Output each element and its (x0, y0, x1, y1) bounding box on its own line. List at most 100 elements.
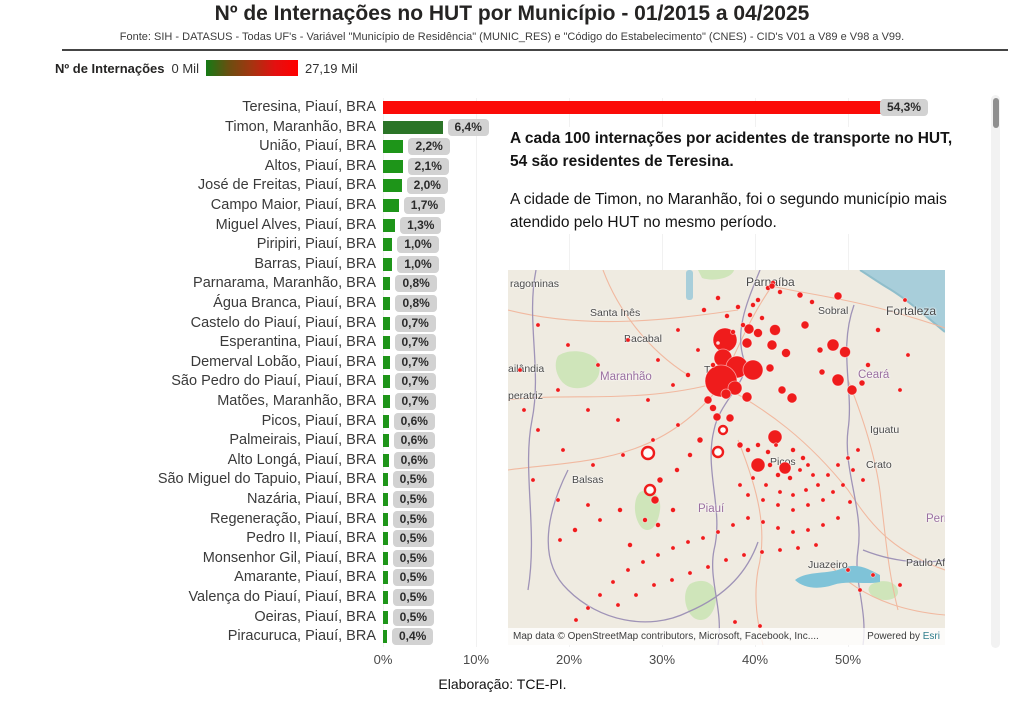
header-divider (62, 49, 1008, 51)
bar[interactable] (383, 238, 393, 252)
esri-link[interactable]: Esri (922, 631, 940, 642)
category-label: Nazária, Piauí, BRA (247, 491, 376, 507)
bar[interactable] (383, 159, 403, 173)
category-label: Teresina, Piauí, BRA (242, 99, 376, 115)
bar[interactable] (383, 551, 388, 565)
bar[interactable] (383, 179, 402, 193)
bar[interactable] (383, 375, 390, 389)
map-city-label: Fortaleza (886, 304, 937, 318)
map-city-label: Iguatu (870, 424, 900, 436)
bar[interactable] (383, 610, 388, 624)
map-state-label: Piauí (698, 503, 725, 515)
bar[interactable] (383, 101, 888, 114)
value-label: 0,5% (392, 491, 434, 508)
attribution-text: Map data © OpenStreetMap contributors, M… (513, 631, 819, 642)
bar-row: São Miguel do Tapuio, Piauí, BRA 0,5% (0, 470, 992, 490)
bar[interactable] (383, 355, 390, 369)
bar-row: Palmeirais, Piauí, BRA 0,6% (0, 431, 992, 451)
bar[interactable] (383, 493, 388, 506)
bar[interactable] (383, 120, 443, 134)
bar[interactable] (383, 453, 389, 467)
x-axis-tick: 30% (648, 652, 676, 667)
value-label: 0,6% (393, 432, 435, 450)
map-city-label: Juazeiro (808, 559, 848, 571)
map-city-label: Crato (866, 459, 892, 471)
category-label: Alto Longá, Piauí, BRA (227, 451, 376, 468)
bar-row: Piracuruca, Piauí, BRA 0,4% (0, 627, 992, 647)
bar-row: Esperantina, Piauí, BRA 0,7% (0, 333, 992, 353)
value-label: 0,5% (392, 589, 434, 606)
page-title: Nº de Internações no HUT por Município -… (214, 2, 810, 25)
value-label: 2,1% (407, 157, 449, 175)
bar[interactable] (383, 630, 387, 644)
x-axis-tick: 50% (834, 652, 862, 667)
scrollbar-thumb[interactable] (992, 98, 999, 128)
map-city-label: Picos (770, 456, 796, 468)
value-label: 0,5% (392, 510, 434, 528)
x-axis-tick: 20% (555, 652, 583, 667)
category-label: Timon, Maranhão, BRA (225, 118, 376, 135)
value-label: 0,7% (394, 373, 436, 391)
bubble-map[interactable]: ragominas Santa Inês Bacabal ailândia peratr… (508, 270, 945, 645)
bar[interactable] (383, 218, 396, 232)
vertical-scrollbar[interactable] (991, 95, 1000, 648)
bar[interactable] (383, 199, 399, 212)
value-label: 2,0% (406, 177, 448, 195)
value-label: 0,6% (393, 412, 435, 430)
value-label: 1,0% (397, 236, 439, 254)
bar[interactable] (383, 277, 391, 291)
category-label: São Pedro do Piauí, Piauí, BRA (171, 373, 376, 390)
map-city-label: T (704, 364, 711, 376)
category-label: Regeneração, Piauí, BRA (209, 510, 376, 527)
bar-row: Timon, Maranhão, BRA 6,4% (0, 118, 992, 138)
category-label: Piripiri, Piauí, BRA (256, 236, 376, 253)
bar[interactable] (383, 336, 390, 350)
bar[interactable] (383, 257, 393, 271)
bar[interactable] (383, 414, 389, 428)
map-city-label: ragominas (510, 278, 560, 290)
value-label: 0,7% (394, 334, 436, 352)
value-label: 0,7% (394, 353, 436, 371)
bar-chart: Teresina, Piauí, BRA 54,3% Timon, Maranhão… (0, 98, 992, 648)
category-label: Castelo do Piauí, Piauí, BRA (190, 314, 376, 331)
category-label: São Miguel do Tapuio, Piauí, BRA (157, 471, 376, 488)
bar[interactable] (383, 395, 390, 408)
category-label: Palmeirais, Piauí, BRA (229, 432, 376, 449)
bar[interactable] (383, 532, 388, 546)
legend-max-value: 27,19 Mil (304, 60, 358, 76)
bar[interactable] (383, 512, 388, 526)
value-label: 0,7% (394, 314, 436, 332)
bar-row: São Pedro do Piauí, Piauí, BRA 0,7% (0, 372, 992, 392)
bar[interactable] (383, 434, 389, 448)
value-label: 0,5% (392, 549, 434, 567)
text-annotation: A cada 100 internações por acidentes de … (510, 127, 968, 234)
category-label: Miguel Alves, Piauí, BRA (215, 216, 376, 233)
map-city-label: Balsas (572, 474, 604, 486)
annotation-bold-text: A cada 100 internações por acidentes de … (510, 130, 953, 171)
category-label: Picos, Piauí, BRA (261, 412, 376, 429)
category-label: Esperantina, Piauí, BRA (219, 334, 376, 351)
category-label: Matões, Maranhão, BRA (217, 393, 376, 409)
value-label: 0,4% (392, 628, 434, 646)
bar-row: Matões, Maranhão, BRA 0,7% (0, 392, 992, 412)
map-labels: ragominas Santa Inês Bacabal ailândia peratr… (508, 270, 945, 645)
value-label: 54,3% (879, 99, 929, 116)
bar-row: Barras, Piauí, BRA 1,0% (0, 255, 992, 275)
bar[interactable] (383, 473, 388, 487)
bar[interactable] (383, 316, 390, 330)
legend-gradient-bar (205, 60, 298, 76)
bar-row: Regeneração, Piauí, BRA 0,5% (0, 510, 992, 530)
legend-min-value: 0 Mil (171, 60, 199, 76)
bar[interactable] (383, 140, 404, 154)
bar[interactable] (383, 571, 388, 585)
map-city-label: Santa Inês (590, 307, 641, 319)
category-label: Piracuruca, Piauí, BRA (227, 628, 376, 645)
footer-caption: Elaboração: TCE-PI. (438, 676, 567, 692)
bar-row: Alto Longá, Piauí, BRA 0,6% (0, 451, 992, 471)
bar[interactable] (383, 297, 391, 310)
bar[interactable] (383, 591, 388, 604)
bar-row: Parnarama, Maranhão, BRA 0,8% (0, 274, 992, 294)
value-label: 1,3% (400, 216, 442, 234)
value-label: 0,8% (395, 295, 437, 312)
bar-row: Campo Maior, Piauí, BRA 1,7% (0, 196, 992, 216)
